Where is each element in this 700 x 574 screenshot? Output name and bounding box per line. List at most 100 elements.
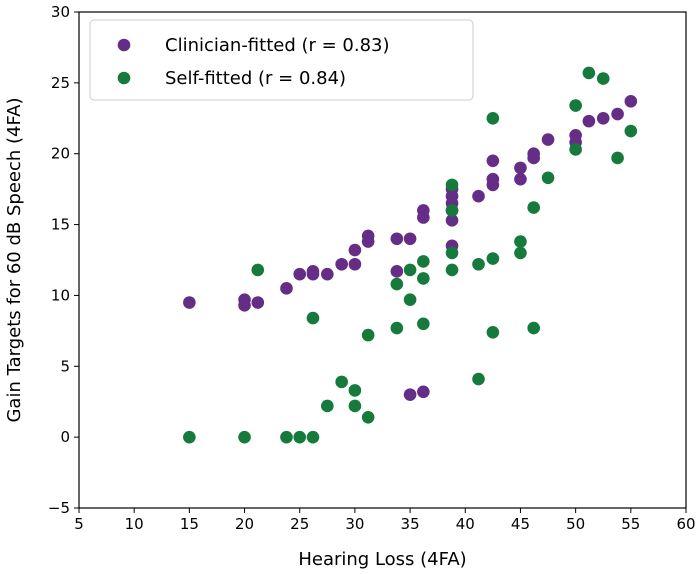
clinician-point	[321, 267, 334, 281]
self-fitted-point	[280, 430, 293, 444]
x-tick-label: 35	[401, 515, 420, 533]
self-fitted-point	[183, 430, 196, 444]
x-tick-label: 45	[511, 515, 530, 533]
y-tick-label: −5	[48, 499, 70, 517]
x-axis-ticks: 5 10 15 20 25 30 35 40 45 50 55 60	[74, 508, 696, 533]
x-tick-label: 55	[621, 515, 640, 533]
legend: Clinician-fitted (r = 0.83) Self-fitted …	[89, 19, 474, 101]
clinician-point	[582, 114, 596, 128]
self-fitted-point	[445, 263, 459, 277]
self-fitted-point	[390, 277, 404, 291]
y-tick-label: 25	[51, 74, 70, 92]
self-fitted-point	[306, 311, 320, 325]
self-fitted-point	[445, 246, 459, 260]
clinician-point	[514, 161, 527, 175]
legend-label-clinician: Clinician-fitted (r = 0.83)	[165, 35, 390, 56]
legend-label-self: Self-fitted (r = 0.84)	[165, 68, 346, 89]
legend-box	[89, 19, 474, 101]
self-fitted-point	[527, 321, 540, 335]
self-fitted-point	[472, 257, 485, 271]
clinician-point	[486, 154, 500, 168]
self-fitted-point	[472, 372, 485, 386]
legend-marker-self	[117, 71, 131, 85]
clinician-point	[514, 172, 527, 186]
clinician-point	[417, 385, 430, 399]
self-fitted-point	[306, 430, 320, 444]
self-fitted-point	[514, 235, 527, 248]
clinician-point	[293, 267, 307, 281]
self-fitted-point	[417, 255, 430, 268]
self-fitted-point	[348, 399, 362, 413]
x-tick-label: 15	[180, 515, 199, 533]
clinician-point	[348, 257, 362, 271]
self-fitted-point	[486, 111, 500, 125]
self-fitted-point	[361, 328, 375, 342]
self-fitted-point	[335, 375, 348, 389]
clinician-point	[390, 232, 404, 246]
x-axis-label: Hearing Loss (4FA)	[298, 549, 466, 570]
self-fitted-point	[486, 325, 500, 339]
self-fitted-point	[403, 293, 417, 306]
clinician-point	[238, 299, 251, 312]
clinician-point	[611, 107, 624, 121]
self-fitted-point	[527, 201, 540, 214]
self-fitted-point	[293, 430, 307, 444]
x-tick-label: 25	[290, 515, 309, 533]
x-tick-label: 60	[676, 515, 695, 533]
clinician-point	[183, 296, 196, 309]
clinician-point	[390, 265, 404, 278]
self-fitted-point	[321, 399, 334, 413]
self-fitted-point	[596, 72, 610, 85]
x-tick-label: 50	[566, 515, 585, 533]
clinician-point	[527, 147, 540, 161]
y-tick-label: 20	[51, 145, 70, 163]
self-fitted-point	[361, 411, 375, 424]
self-fitted-point	[624, 124, 638, 138]
plot-area	[183, 66, 638, 444]
y-tick-label: 10	[51, 286, 70, 304]
x-tick-label: 5	[74, 515, 84, 533]
series-self-fitted	[183, 66, 638, 444]
self-fitted-point	[514, 246, 527, 260]
self-fitted-point	[611, 151, 624, 165]
series-clinician-fitted	[183, 94, 638, 401]
clinician-point	[306, 265, 320, 278]
clinician-point	[541, 133, 555, 146]
clinician-point	[251, 296, 265, 309]
y-axis-label: Gain Targets for 60 dB Speech (4FA)	[4, 97, 25, 422]
clinician-point	[403, 232, 417, 246]
clinician-point	[445, 214, 459, 227]
clinician-point	[417, 204, 430, 217]
axes-frame	[78, 11, 687, 509]
y-tick-label: 0	[60, 428, 70, 446]
y-tick-label: 5	[60, 357, 70, 375]
clinician-point	[472, 189, 485, 203]
self-fitted-point	[403, 263, 417, 277]
self-fitted-point	[417, 272, 430, 285]
clinician-point	[596, 111, 610, 125]
clinician-point	[361, 229, 375, 243]
self-fitted-point	[582, 66, 596, 80]
clinician-point	[624, 94, 638, 108]
self-fitted-point	[445, 178, 459, 192]
y-tick-label: 30	[51, 3, 70, 21]
self-fitted-point	[348, 384, 362, 397]
self-fitted-point	[569, 143, 582, 156]
clinician-point	[486, 172, 500, 186]
clinician-point	[348, 243, 362, 257]
x-tick-label: 40	[456, 515, 475, 533]
y-axis-ticks: −5 0 5 10 15 20 25 30	[48, 3, 79, 517]
self-fitted-point	[390, 321, 404, 335]
x-tick-label: 10	[125, 515, 144, 533]
self-fitted-point	[541, 171, 555, 185]
self-fitted-point	[486, 252, 500, 265]
self-fitted-point	[238, 430, 251, 444]
clinician-point	[403, 388, 417, 401]
x-tick-label: 30	[345, 515, 364, 533]
self-fitted-point	[569, 99, 582, 112]
legend-marker-clinician	[117, 38, 131, 52]
self-fitted-point	[445, 204, 459, 217]
clinician-point	[335, 257, 348, 271]
self-fitted-point	[417, 317, 430, 331]
